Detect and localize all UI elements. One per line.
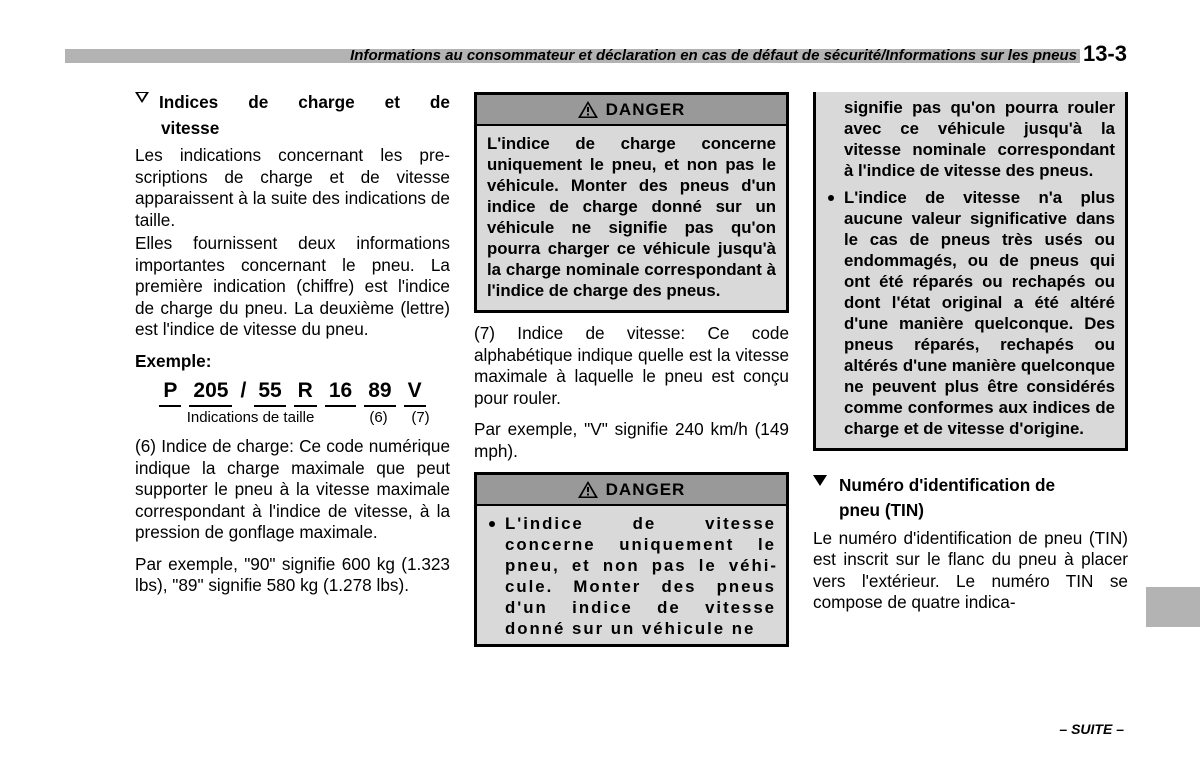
example-label: Exemple: bbox=[135, 351, 450, 373]
tire-seg-6: 89 bbox=[364, 378, 395, 407]
column-2: DANGER L'indice de charge concerne uniqu… bbox=[474, 92, 789, 647]
tire-under-6: (6) bbox=[364, 409, 394, 428]
danger-head-1: DANGER bbox=[477, 95, 786, 126]
tire-seg-4: R bbox=[294, 378, 317, 407]
heading-text-line2: vitesse bbox=[135, 118, 450, 140]
col2-p2: Par exemple, "V" signifie 240 km/h (149 … bbox=[474, 419, 789, 462]
col1-p3: (6) Indice de charge: Ce code numérique … bbox=[135, 436, 450, 544]
tire-seg-0: P bbox=[159, 378, 181, 407]
heading-tin: Numéro d'identification de bbox=[813, 475, 1128, 497]
column-1: Indices de charge et de vitesse Les indi… bbox=[135, 92, 450, 647]
warning-triangle-icon bbox=[578, 101, 598, 118]
triangle-solid-icon bbox=[813, 475, 827, 486]
continued-label: – SUITE – bbox=[1059, 721, 1124, 737]
tire-seg-3: 55 bbox=[254, 378, 285, 407]
warning-triangle-icon bbox=[578, 481, 598, 498]
col1-p2: Elles fournissent deux informations impo… bbox=[135, 233, 450, 341]
tire-seg-1: 205 bbox=[189, 378, 232, 407]
tire-under-7: (7) bbox=[406, 409, 436, 428]
col1-p1: Les indications concernant les pre­scrip… bbox=[135, 145, 450, 231]
column-3: signifie pas qu'on pourra rouler avec ce… bbox=[813, 92, 1128, 647]
tire-size-diagram: P 205 / 55 R 16 89 V Indications de tail… bbox=[135, 378, 450, 428]
page-edge-tab bbox=[1146, 587, 1200, 627]
header-title: Informations au consommateur et déclarat… bbox=[350, 47, 1077, 64]
danger-label-1: DANGER bbox=[606, 99, 686, 120]
danger-cont-p1: signifie pas qu'on pourra rouler avec ce… bbox=[826, 98, 1115, 182]
danger-box-2: DANGER L'indice de vitesse concerne uniq… bbox=[474, 472, 789, 647]
tire-seg-2: / bbox=[240, 378, 246, 404]
heading-text-line1: Indices de charge et de bbox=[159, 92, 450, 114]
tire-seg-7: V bbox=[404, 378, 426, 407]
danger-label-2: DANGER bbox=[606, 479, 686, 500]
danger-cont-li2: L'indice de vitesse n'a plus aucune vale… bbox=[826, 188, 1115, 440]
heading-load-speed: Indices de charge et de bbox=[135, 92, 450, 114]
danger2-li1: L'indice de vitesse concerne uniquement … bbox=[487, 514, 776, 640]
tire-seg-5: 16 bbox=[325, 378, 356, 407]
col1-p4: Par exemple, "90" signifie 600 kg (1.323… bbox=[135, 554, 450, 597]
danger-box-1: DANGER L'indice de charge concerne uniqu… bbox=[474, 92, 789, 313]
content-columns: Indices de charge et de vitesse Les indi… bbox=[135, 92, 1129, 647]
tire-under-label: Indications de taille bbox=[150, 409, 352, 428]
heading-tin-line1: Numéro d'identification de bbox=[839, 475, 1128, 497]
danger-head-2: DANGER bbox=[477, 475, 786, 506]
col3-p1: Le numéro d'identification de pneu (TIN)… bbox=[813, 528, 1128, 614]
danger-box-2-cont: signifie pas qu'on pourra rouler avec ce… bbox=[813, 92, 1128, 451]
danger-body-2: L'indice de vitesse concerne uniquement … bbox=[477, 506, 786, 644]
col2-p1: (7) Indice de vitesse: Ce code alphabéti… bbox=[474, 323, 789, 409]
triangle-outline-icon bbox=[135, 92, 147, 103]
danger-body-2-cont: signifie pas qu'on pourra rouler avec ce… bbox=[816, 92, 1125, 448]
heading-tin-line2: pneu (TIN) bbox=[813, 500, 1128, 522]
tire-segments: P 205 / 55 R 16 89 V bbox=[135, 378, 450, 407]
page-number: 13-3 bbox=[1083, 41, 1127, 67]
tire-under-labels: Indications de taille (6) (7) bbox=[135, 409, 450, 428]
danger-body-1: L'indice de charge concerne uniquement l… bbox=[477, 126, 786, 310]
